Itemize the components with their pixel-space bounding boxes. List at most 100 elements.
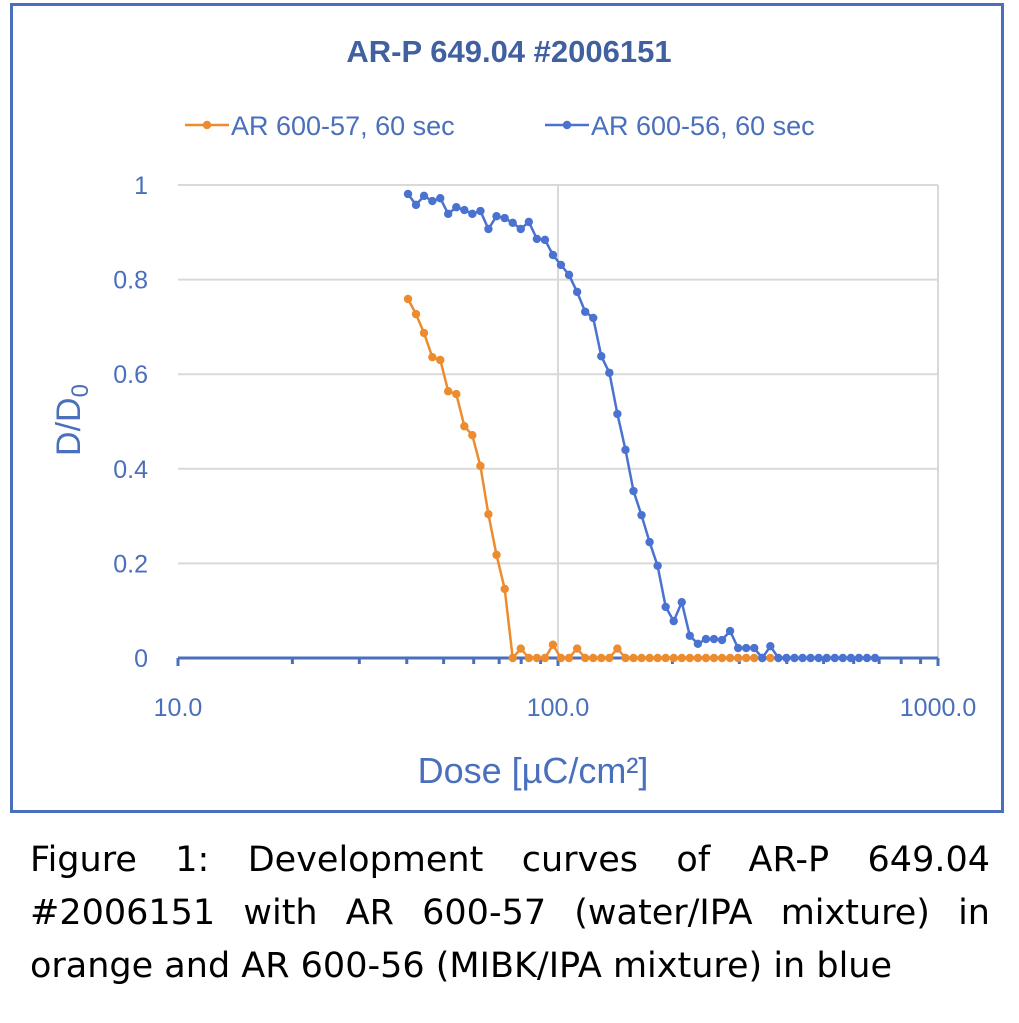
data-point [621, 653, 630, 663]
data-point [685, 653, 695, 663]
data-point [814, 653, 823, 663]
data-point [725, 653, 735, 663]
data-point [798, 653, 807, 663]
data-point [750, 653, 759, 663]
data-point [564, 270, 574, 280]
axes: 0 0.2 0.4 0.6 0.8 1 10.0 100.0 1000.0 [113, 172, 976, 722]
legend-marker [562, 120, 572, 130]
data-point [532, 653, 542, 663]
y-axis-label-sub: 0 [67, 384, 94, 397]
data-point [790, 653, 799, 663]
data-point [766, 641, 775, 651]
data-point [500, 213, 509, 223]
data-point [846, 653, 856, 663]
data-point [556, 653, 566, 663]
y-tick-label: 0 [134, 645, 148, 673]
data-point [532, 234, 542, 244]
legend-label: AR 600-57, 60 sec [231, 111, 455, 141]
data-point [717, 635, 727, 645]
data-point [605, 653, 614, 663]
data-point [428, 196, 437, 206]
data-point [677, 653, 686, 663]
data-point [492, 212, 501, 221]
data-point [661, 653, 670, 663]
data-point [717, 653, 727, 663]
data-point [774, 653, 783, 663]
data-point [589, 653, 598, 663]
data-point [854, 653, 864, 663]
data-point [540, 653, 550, 663]
data-point [733, 643, 743, 653]
data-point [838, 653, 848, 663]
data-point [443, 209, 453, 219]
data-point [411, 200, 421, 210]
data-point [742, 653, 751, 663]
data-point [758, 653, 767, 663]
data-point [484, 510, 493, 519]
data-point [597, 653, 606, 663]
data-point [709, 634, 719, 644]
data-point [653, 653, 662, 663]
data-point [484, 224, 493, 234]
data-point [556, 260, 566, 270]
data-point [629, 486, 638, 496]
data-point [524, 653, 534, 663]
series-0 [403, 294, 775, 663]
y-tick-label: 1 [134, 172, 148, 200]
data-point [685, 631, 695, 640]
data-point [500, 584, 509, 594]
legend: AR 600-57, 60 sec AR 600-56, 60 sec [185, 111, 815, 141]
data-point [701, 634, 711, 644]
data-point [580, 653, 590, 663]
data-point [508, 218, 517, 228]
data-point [693, 653, 703, 663]
data-point [428, 352, 437, 362]
data-point [629, 653, 638, 663]
data-point [637, 653, 646, 663]
data-point [492, 550, 501, 560]
data-point [742, 643, 751, 653]
data-point [782, 653, 791, 663]
data-point [733, 653, 743, 663]
x-tick-label: 1000.0 [900, 694, 976, 722]
x-axis-label: Dose [µC/cm²] [418, 750, 649, 791]
data-point [653, 561, 662, 570]
data-point [750, 643, 759, 653]
data-point [701, 653, 711, 663]
data-point [669, 616, 678, 626]
x-tick-label: 10.0 [154, 694, 203, 722]
data-point [436, 194, 445, 203]
data-point [524, 217, 534, 227]
y-tick-label: 0.6 [113, 361, 148, 389]
data-point [516, 224, 525, 234]
data-point [548, 640, 558, 649]
y-tick-label: 0.4 [113, 456, 148, 484]
data-point [870, 653, 880, 663]
data-point [508, 653, 517, 663]
y-axis-label: D/D0 [50, 384, 94, 456]
data-point [403, 294, 413, 304]
series-layer [403, 189, 880, 663]
y-tick-label: 0.2 [113, 550, 148, 578]
data-point [436, 355, 445, 365]
data-point [830, 653, 839, 663]
data-point [443, 387, 453, 396]
data-point [419, 328, 429, 338]
data-point [725, 626, 735, 636]
data-point [476, 461, 485, 471]
chart: AR-P 649.04 #2006151 0 0.2 0.4 0.6 0.8 1 10.0 1… [50, 34, 976, 791]
data-point [766, 653, 775, 663]
data-point [564, 653, 574, 663]
data-point [540, 235, 550, 245]
data-point [589, 313, 598, 323]
data-point [452, 203, 461, 212]
data-point [605, 368, 614, 377]
data-point [403, 189, 413, 199]
data-point [597, 352, 606, 361]
data-point [516, 644, 525, 653]
data-point [452, 389, 461, 399]
data-point [460, 205, 469, 215]
data-point [661, 602, 670, 612]
data-point [645, 537, 654, 547]
series-line [406, 298, 771, 661]
